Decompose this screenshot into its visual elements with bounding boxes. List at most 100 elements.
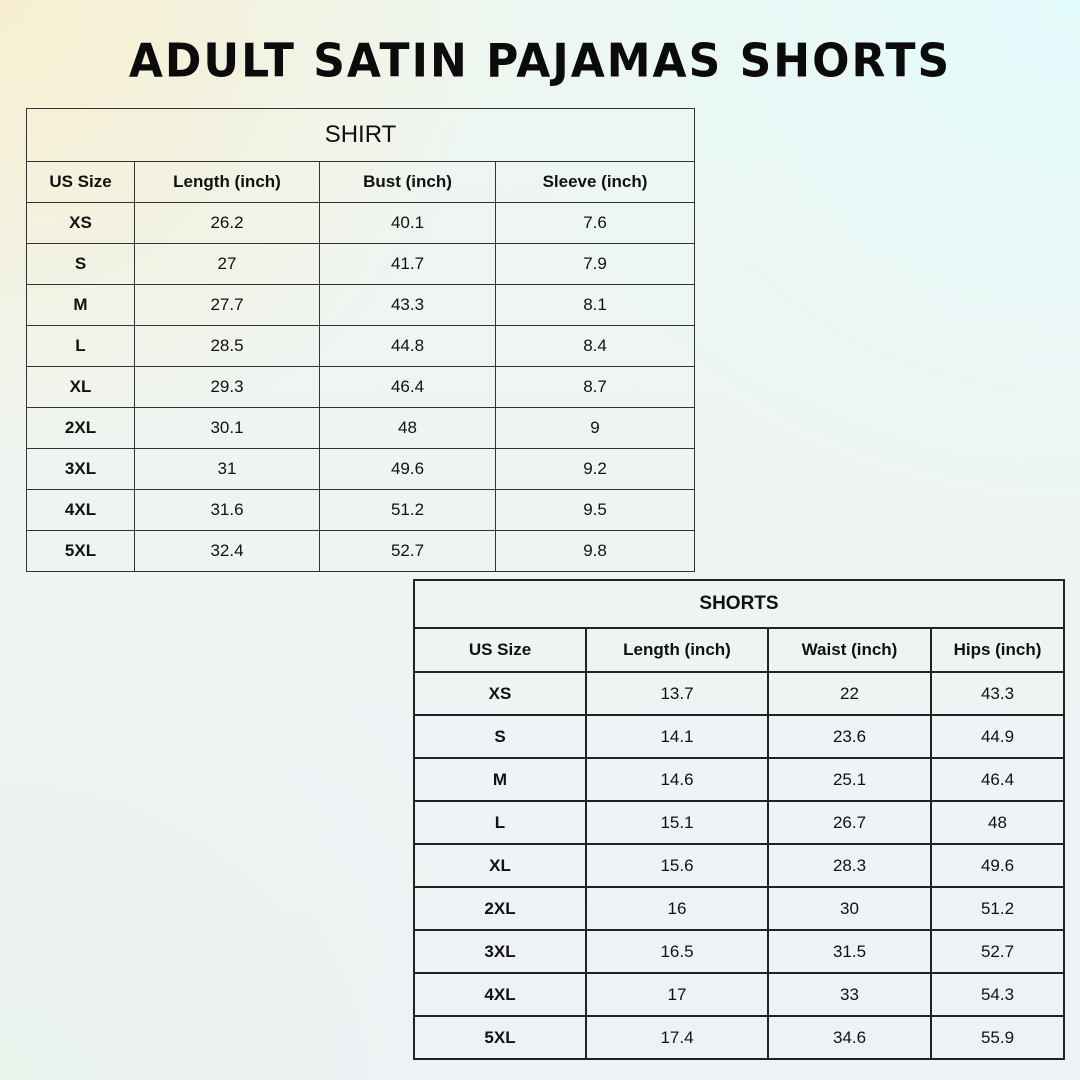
size-label-cell: 4XL	[413, 972, 587, 1017]
measurement-cell: 9.8	[494, 530, 696, 572]
shorts-header-row: US Size Length (inch) Waist (inch) Hips (in…	[413, 627, 1065, 673]
size-label-cell: XL	[26, 366, 135, 408]
shirt-column-header: Sleeve (inch)	[494, 161, 696, 203]
measurement-cell: 27.7	[134, 284, 320, 326]
shorts-table-row: XL 15.6 28.3 49.6	[413, 843, 1065, 888]
measurement-cell: 31.6	[134, 489, 320, 531]
shorts-table-body: XS 13.7 22 43.3 S 14.1 23.6 44.9 M 14.6 25.1 46.4 L 1…	[413, 671, 1065, 1060]
measurement-cell: 27	[134, 243, 320, 285]
shirt-table-row: 3XL 31 49.6 9.2	[26, 448, 696, 490]
shirt-table-body: XS 26.2 40.1 7.6 S 27 41.7 7.9 M 27.7 43.3 8.1 L 28.5…	[26, 202, 696, 572]
size-label-cell: 2XL	[26, 407, 135, 449]
size-label-cell: 5XL	[26, 530, 135, 572]
measurement-cell: 23.6	[767, 714, 932, 759]
size-label-cell: 4XL	[26, 489, 135, 531]
measurement-cell: 46.4	[930, 757, 1065, 802]
shirt-column-header: US Size	[26, 161, 135, 203]
shirt-size-table: SHIRT US Size Length (inch) Bust (inch) Sle…	[25, 108, 696, 572]
shirt-column-header: Bust (inch)	[319, 161, 496, 203]
measurement-cell: 40.1	[319, 202, 496, 244]
shorts-table-caption: SHORTS	[413, 579, 1065, 629]
size-label-cell: L	[413, 800, 587, 845]
shirt-table-row: 4XL 31.6 51.2 9.5	[26, 489, 696, 531]
shirt-table-row: 5XL 32.4 52.7 9.8	[26, 530, 696, 572]
measurement-cell: 30	[767, 886, 932, 931]
shorts-table-row: 3XL 16.5 31.5 52.7	[413, 929, 1065, 974]
size-label-cell: L	[26, 325, 135, 367]
size-label-cell: 2XL	[413, 886, 587, 931]
measurement-cell: 8.7	[494, 366, 696, 408]
measurement-cell: 51.2	[930, 886, 1065, 931]
shorts-column-header: Waist (inch)	[767, 627, 932, 673]
shorts-table-row: S 14.1 23.6 44.9	[413, 714, 1065, 759]
measurement-cell: 34.6	[767, 1015, 932, 1060]
shorts-table-row: M 14.6 25.1 46.4	[413, 757, 1065, 802]
measurement-cell: 28.5	[134, 325, 320, 367]
shorts-size-table: SHORTS US Size Length (inch) Waist (inch) H…	[413, 579, 1065, 1060]
measurement-cell: 22	[767, 671, 932, 716]
measurement-cell: 9.2	[494, 448, 696, 490]
shirt-table-row: S 27 41.7 7.9	[26, 243, 696, 285]
size-label-cell: 5XL	[413, 1015, 587, 1060]
measurement-cell: 41.7	[319, 243, 496, 285]
measurement-cell: 30.1	[134, 407, 320, 449]
measurement-cell: 52.7	[319, 530, 496, 572]
size-label-cell: S	[26, 243, 135, 285]
shorts-table-row: L 15.1 26.7 48	[413, 800, 1065, 845]
measurement-cell: 32.4	[134, 530, 320, 572]
measurement-cell: 15.1	[585, 800, 769, 845]
measurement-cell: 46.4	[319, 366, 496, 408]
shorts-column-header: Length (inch)	[585, 627, 769, 673]
measurement-cell: 26.7	[767, 800, 932, 845]
measurement-cell: 16	[585, 886, 769, 931]
measurement-cell: 55.9	[930, 1015, 1065, 1060]
size-label-cell: S	[413, 714, 587, 759]
shirt-table-row: XL 29.3 46.4 8.7	[26, 366, 696, 408]
measurement-cell: 8.1	[494, 284, 696, 326]
size-label-cell: 3XL	[413, 929, 587, 974]
measurement-cell: 44.9	[930, 714, 1065, 759]
shirt-table-row: L 28.5 44.8 8.4	[26, 325, 696, 367]
measurement-cell: 28.3	[767, 843, 932, 888]
measurement-cell: 33	[767, 972, 932, 1017]
measurement-cell: 17.4	[585, 1015, 769, 1060]
measurement-cell: 31.5	[767, 929, 932, 974]
shirt-column-header: Length (inch)	[134, 161, 320, 203]
measurement-cell: 7.9	[494, 243, 696, 285]
measurement-cell: 54.3	[930, 972, 1065, 1017]
size-label-cell: 3XL	[26, 448, 135, 490]
measurement-cell: 49.6	[930, 843, 1065, 888]
measurement-cell: 26.2	[134, 202, 320, 244]
measurement-cell: 48	[319, 407, 496, 449]
measurement-cell: 14.6	[585, 757, 769, 802]
size-label-cell: XS	[26, 202, 135, 244]
measurement-cell: 9.5	[494, 489, 696, 531]
measurement-cell: 9	[494, 407, 696, 449]
measurement-cell: 43.3	[319, 284, 496, 326]
shirt-table-row: 2XL 30.1 48 9	[26, 407, 696, 449]
size-label-cell: XL	[413, 843, 587, 888]
measurement-cell: 25.1	[767, 757, 932, 802]
measurement-cell: 52.7	[930, 929, 1065, 974]
size-label-cell: M	[413, 757, 587, 802]
measurement-cell: 13.7	[585, 671, 769, 716]
shirt-table-row: M 27.7 43.3 8.1	[26, 284, 696, 326]
shorts-table-row: 4XL 17 33 54.3	[413, 972, 1065, 1017]
shorts-table-row: 2XL 16 30 51.2	[413, 886, 1065, 931]
size-label-cell: XS	[413, 671, 587, 716]
page-title: ADULT SATIN PAJAMAS SHORTS	[128, 34, 952, 89]
shirt-table-caption: SHIRT	[25, 108, 696, 162]
measurement-cell: 8.4	[494, 325, 696, 367]
shirt-header-row: US Size Length (inch) Bust (inch) Sleeve (i…	[26, 161, 696, 203]
measurement-cell: 31	[134, 448, 320, 490]
measurement-cell: 44.8	[319, 325, 496, 367]
measurement-cell: 48	[930, 800, 1065, 845]
measurement-cell: 15.6	[585, 843, 769, 888]
measurement-cell: 51.2	[319, 489, 496, 531]
measurement-cell: 29.3	[134, 366, 320, 408]
shorts-column-header: US Size	[413, 627, 587, 673]
shorts-table-row: XS 13.7 22 43.3	[413, 671, 1065, 716]
measurement-cell: 14.1	[585, 714, 769, 759]
measurement-cell: 43.3	[930, 671, 1065, 716]
measurement-cell: 7.6	[494, 202, 696, 244]
